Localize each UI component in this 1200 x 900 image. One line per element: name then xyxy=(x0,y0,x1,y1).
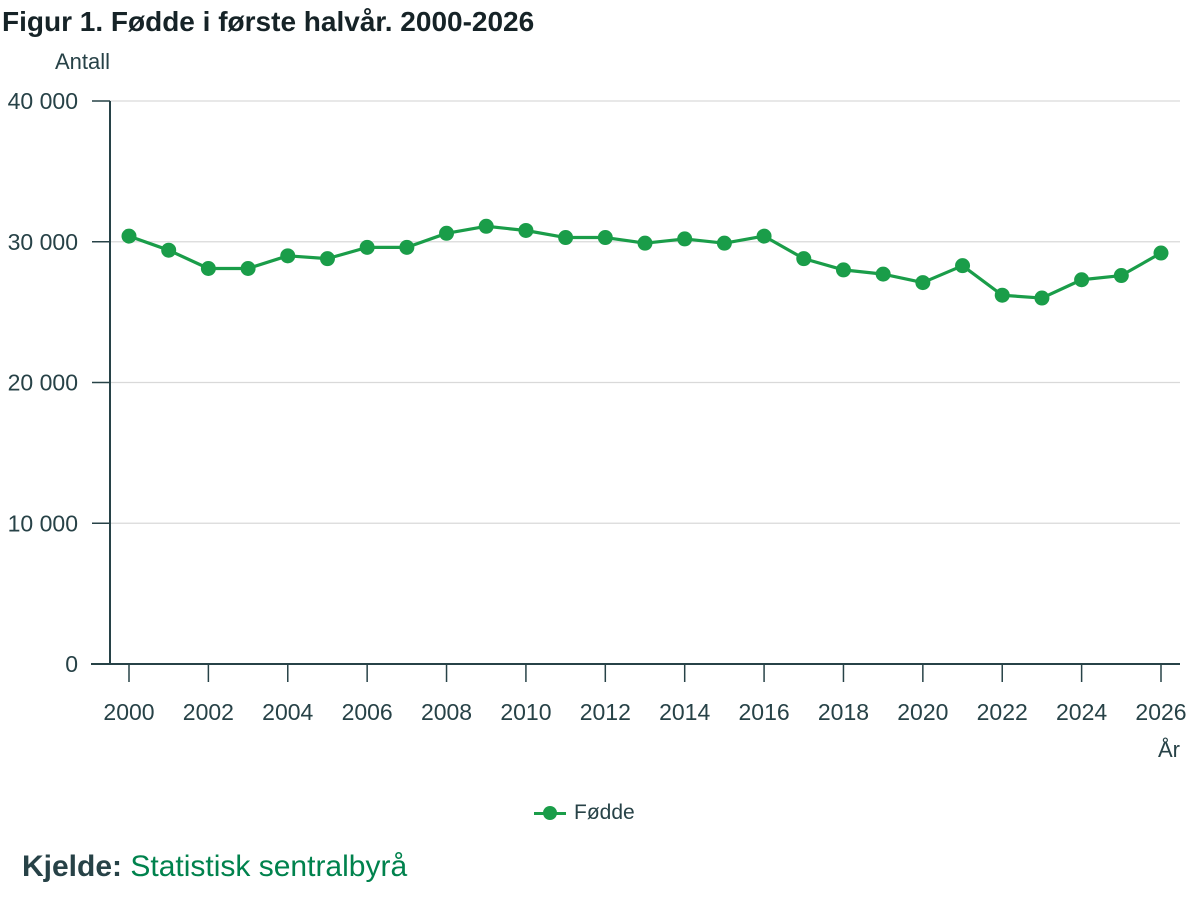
data-point xyxy=(240,260,256,276)
data-point xyxy=(518,222,534,238)
x-tick-label: 2014 xyxy=(659,699,710,725)
legend-label: Fødde xyxy=(574,801,635,824)
y-tick-label: 30 000 xyxy=(8,229,78,255)
y-tick-label: 20 000 xyxy=(8,370,78,396)
x-tick-label: 2008 xyxy=(421,699,472,725)
data-point xyxy=(1074,272,1090,288)
x-axis-title: År xyxy=(1158,737,1180,762)
data-point xyxy=(716,235,732,251)
source-line: Kjelde: Statistisk sentralbyrå xyxy=(22,850,407,884)
x-tick-label: 2010 xyxy=(500,699,551,725)
chart-title: Figur 1. Fødde i første halvår. 2000-202… xyxy=(2,6,535,37)
y-axis-ticks: 0 10 000 20 000 30 000 40 000 xyxy=(8,88,110,677)
x-tick-label: 2004 xyxy=(262,699,313,725)
y-tick-label: 10 000 xyxy=(8,510,78,536)
y-tick-label: 40 000 xyxy=(8,88,78,114)
x-tick-label: 2000 xyxy=(103,699,154,725)
x-tick-label: 2016 xyxy=(738,699,789,725)
data-point xyxy=(200,260,216,276)
x-tick-label: 2012 xyxy=(580,699,631,725)
data-point xyxy=(359,239,375,255)
data-point xyxy=(1153,245,1169,261)
x-tick-label: 2020 xyxy=(897,699,948,725)
x-tick-label: 2006 xyxy=(342,699,393,725)
x-tick-label: 2002 xyxy=(183,699,234,725)
y-tick-label: 0 xyxy=(65,651,78,677)
data-point xyxy=(558,230,574,246)
x-tick-label: 2022 xyxy=(977,699,1028,725)
series-layer xyxy=(121,218,1169,306)
data-point xyxy=(955,258,971,274)
data-point xyxy=(1113,268,1129,284)
data-point xyxy=(875,266,891,282)
data-point xyxy=(597,230,613,246)
x-tick-label: 2026 xyxy=(1135,699,1186,725)
gridlines xyxy=(110,100,1180,524)
data-point xyxy=(637,235,653,251)
x-tick-label: 2018 xyxy=(818,699,869,725)
data-point xyxy=(677,231,693,247)
data-point xyxy=(478,218,494,234)
x-tick-label: 2024 xyxy=(1056,699,1107,725)
data-point xyxy=(1034,290,1050,306)
data-point xyxy=(121,228,137,244)
x-axis-ticks: 2000 2002 2004 2006 2008 2010 2012 2014 2016 2018… xyxy=(103,664,1187,725)
data-point xyxy=(319,251,335,267)
source-link[interactable]: Statistisk sentralbyrå xyxy=(130,850,408,883)
data-point xyxy=(915,275,931,291)
y-axis-title: Antall xyxy=(55,49,110,74)
data-point xyxy=(835,262,851,278)
data-point xyxy=(796,251,812,267)
data-point xyxy=(399,239,415,255)
source-label: Kjelde: xyxy=(22,850,123,883)
legend[interactable]: Fødde xyxy=(534,801,635,825)
data-point xyxy=(439,225,455,241)
data-point xyxy=(161,242,177,258)
legend-line-marker-icon xyxy=(534,801,566,825)
data-point xyxy=(994,287,1010,303)
data-point xyxy=(756,228,772,244)
data-point xyxy=(280,248,296,264)
